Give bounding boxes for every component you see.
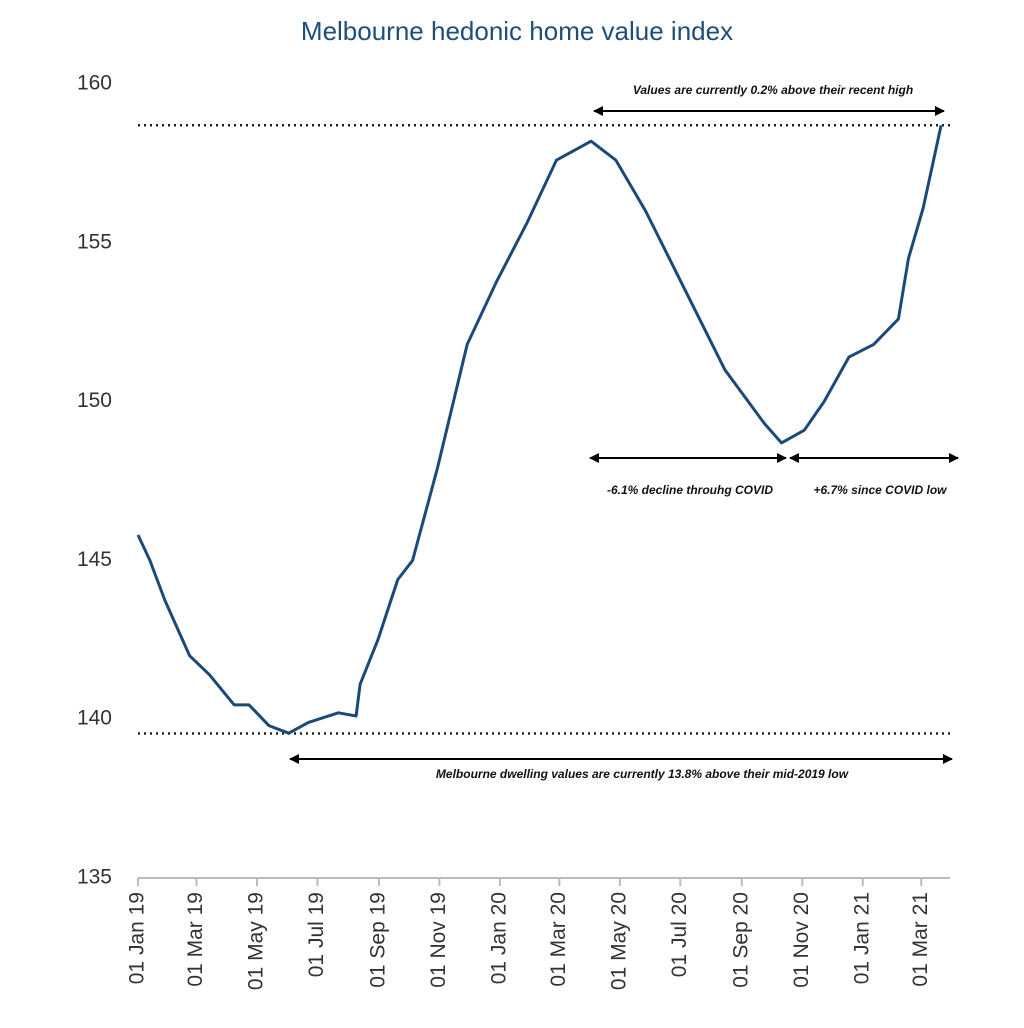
x-tick-label: 01 Nov 20 (790, 892, 813, 988)
x-tick-label: 01 May 19 (245, 892, 268, 990)
x-tick-label: 01 Mar 20 (547, 892, 570, 987)
annotation: +6.7% since COVID low (813, 483, 947, 497)
chart-title: Melbourne hedonic home value index (301, 16, 733, 46)
x-tick-label: 01 Jul 20 (668, 892, 691, 977)
y-tick-label: 145 (77, 548, 112, 571)
x-tick-label: 01 Sep 20 (729, 892, 752, 988)
x-tick-label: 01 Jan 21 (850, 892, 873, 984)
annotation: Melbourne dwelling values are currently … (436, 767, 849, 781)
y-tick-label: 150 (77, 389, 112, 412)
annotation: Values are currently 0.2% above their re… (633, 83, 913, 97)
data-line (136, 124, 943, 735)
annotation: -6.1% decline throuhg COVID (607, 483, 773, 497)
y-tick-label: 160 (77, 72, 112, 95)
x-tick-label: 01 Mar 21 (909, 892, 932, 987)
x-tick-label: 01 Mar 19 (184, 892, 207, 987)
y-tick-label: 135 (77, 866, 112, 889)
x-tick-label: 01 Sep 19 (366, 892, 389, 988)
x-tick-label: 01 Jul 19 (305, 892, 328, 977)
x-tick-label: 01 May 20 (607, 892, 630, 990)
x-tick-label: 01 Nov 19 (427, 892, 450, 988)
x-tick-label: 01 Jan 20 (487, 892, 510, 984)
y-tick-label: 155 (77, 230, 112, 253)
x-tick-label: 01 Jan 19 (126, 892, 149, 984)
y-tick-label: 140 (77, 707, 112, 730)
